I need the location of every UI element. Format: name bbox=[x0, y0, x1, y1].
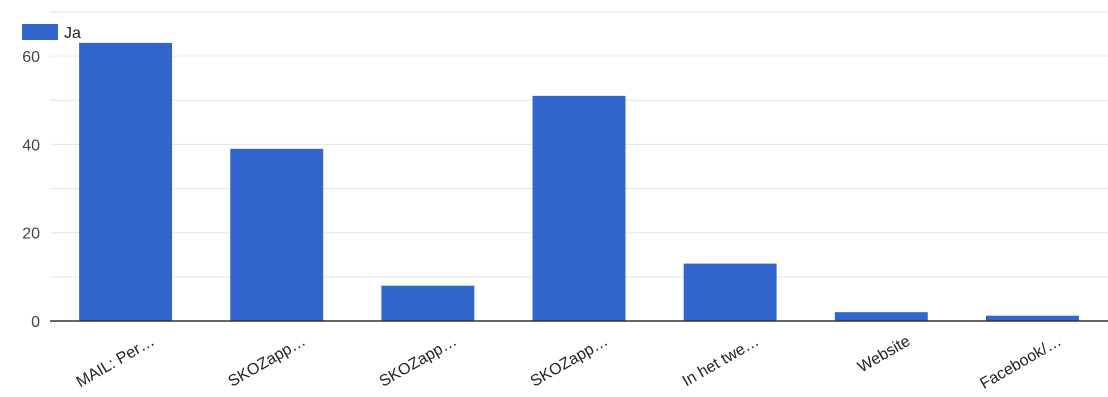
x-tick-label: Website bbox=[855, 333, 913, 377]
x-tick-label: SKOZapp… bbox=[528, 333, 611, 391]
x-tick-label: SKOZapp… bbox=[226, 333, 309, 391]
legend: Ja bbox=[22, 24, 81, 42]
legend-label: Ja bbox=[64, 25, 81, 42]
y-tick-label: 60 bbox=[22, 49, 40, 66]
y-tick-label: 0 bbox=[31, 314, 40, 331]
bar[interactable] bbox=[79, 42, 173, 322]
x-tick-label: SKOZapp… bbox=[377, 333, 460, 391]
y-tick-label: 20 bbox=[22, 226, 40, 243]
bar[interactable] bbox=[381, 285, 475, 321]
bars bbox=[79, 42, 1079, 322]
y-axis-ticks: 0 20 40 60 bbox=[22, 49, 40, 331]
x-axis-labels: MAIL: Per… SKOZapp… SKOZapp… SKOZapp… In het… bbox=[74, 333, 1065, 393]
bar[interactable] bbox=[985, 315, 1079, 321]
bar[interactable] bbox=[683, 263, 777, 321]
bar[interactable] bbox=[532, 95, 626, 321]
y-tick-label: 40 bbox=[22, 137, 40, 154]
bar[interactable] bbox=[230, 148, 324, 321]
legend-swatch bbox=[22, 24, 58, 40]
x-tick-label: MAIL: Per… bbox=[74, 333, 158, 391]
x-tick-label: Facebook/… bbox=[977, 333, 1064, 393]
bar[interactable] bbox=[834, 312, 928, 321]
x-tick-label: In het twe… bbox=[680, 333, 762, 390]
